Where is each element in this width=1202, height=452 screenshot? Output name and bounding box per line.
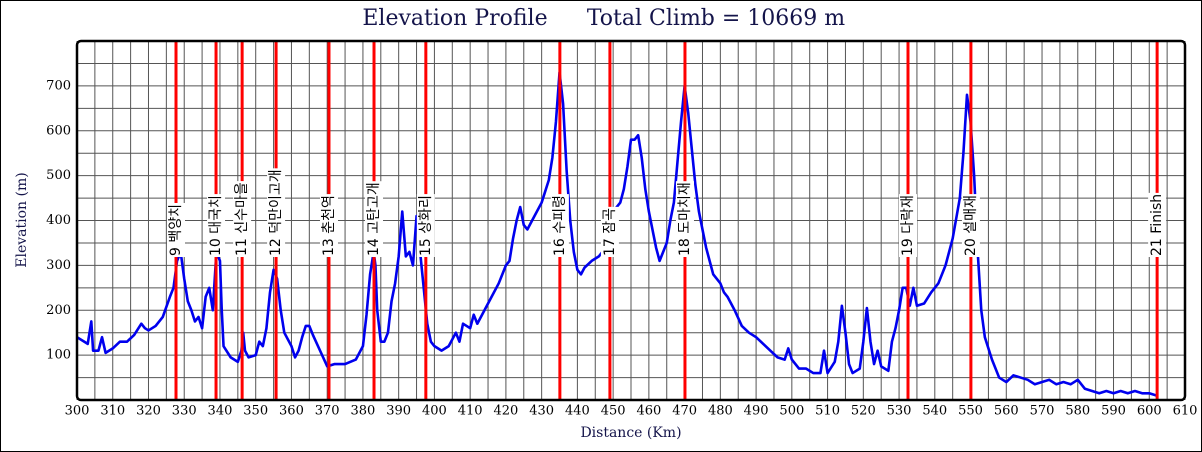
checkpoint-label-bg [167, 203, 186, 257]
chart-subtitle: Total Climb = 10669 m [587, 6, 845, 31]
x-tick-label: 520 [851, 404, 876, 419]
checkpoint-label-bg [550, 194, 569, 257]
x-tick-label: 400 [422, 404, 447, 419]
x-tick-label: 500 [779, 404, 804, 419]
checkpoint-label-bg [319, 194, 338, 257]
checkpoint-label: 10 대국치 [208, 195, 224, 256]
checkpoint-label: 11 신수마을 [234, 182, 250, 256]
y-tick-label: 300 [46, 258, 71, 273]
x-tick-label: 580 [1065, 404, 1090, 419]
x-tick-label: 470 [672, 404, 697, 419]
x-tick-label: 350 [243, 404, 268, 419]
x-tick-label: 340 [208, 404, 233, 419]
plot-border [75, 39, 1187, 402]
checkpoint-label-bg [267, 168, 286, 257]
x-tick-label: 310 [100, 404, 125, 419]
checkpoint-label-bg [233, 181, 252, 257]
checkpoint-label: 13 춘천역 [321, 195, 337, 256]
x-tick-label: 430 [529, 404, 554, 419]
y-tick-label: 500 [46, 168, 71, 183]
y-tick-label: 200 [46, 303, 71, 318]
x-tick-label: 370 [315, 404, 340, 419]
x-tick-label: 360 [279, 404, 304, 419]
plot: 9 백양치 10 대국치 11 신수마을 12 덕만이고개 13 춘천역 14 고탄고개 1… [76, 41, 1167, 400]
x-tick-label: 600 [1137, 404, 1162, 419]
checkpoint-label: 14 고탄고개 [366, 182, 382, 256]
x-tick-label: 540 [922, 404, 947, 419]
y-tick-label: 700 [46, 78, 71, 93]
x-tick-label: 560 [994, 404, 1019, 419]
checkpoint-label: 18 도마치재 [677, 182, 693, 256]
checkpoint-label: 19 다락재 [900, 195, 916, 256]
checkpoint-label-bg [961, 194, 980, 257]
x-tick-label: 510 [815, 404, 840, 419]
x-tick-label: 590 [1101, 404, 1126, 419]
x-tick-label: 610 [1173, 404, 1198, 419]
checkpoint-label-bg [899, 194, 917, 257]
checkpoint-label: 17 잠곡 [602, 208, 618, 256]
x-tick-label: 570 [1030, 404, 1055, 419]
y-tick-label: 400 [46, 213, 71, 228]
x-tick-label: 300 [65, 404, 90, 419]
checkpoint-label: 21 Finish [1149, 194, 1165, 256]
checkpoint-label: 15 상화리 [418, 195, 434, 256]
chart-title: Elevation Profile [362, 6, 547, 31]
x-tick-label: 380 [351, 404, 376, 419]
y-axis-label: Elevation (m) [14, 172, 30, 267]
checkpoint-label-bg [675, 181, 694, 257]
x-tick-label: 490 [744, 404, 769, 419]
checkpoint-label-bg [1148, 192, 1167, 257]
x-tick-label: 320 [136, 404, 161, 419]
x-tick-label: 530 [887, 404, 912, 419]
x-tick-label: 440 [565, 404, 590, 419]
checkpoint-label: 16 수피령 [552, 195, 568, 256]
x-tick-label: 450 [601, 404, 626, 419]
x-axis-label: Distance (Km) [580, 425, 681, 441]
checkpoint-label-bg [207, 194, 226, 257]
checkpoint-label-bg [416, 194, 435, 257]
x-tick-label: 390 [386, 404, 411, 419]
checkpoint-label: 20 설매재 [963, 195, 979, 256]
x-tick-label: 460 [636, 404, 661, 419]
x-tick-label: 420 [493, 404, 518, 419]
checkpoint-label: 9 백양치 [168, 204, 184, 256]
x-tick-label: 330 [172, 404, 197, 419]
x-tick-label: 550 [958, 404, 983, 419]
x-tick-label: 410 [458, 404, 483, 419]
checkpoint-label: 12 덕만이고개 [268, 169, 284, 256]
y-tick-label: 100 [46, 348, 71, 363]
x-tick-label: 480 [708, 404, 733, 419]
y-tick-label: 600 [46, 123, 71, 138]
checkpoint-label-bg [600, 206, 619, 257]
checkpoint-label-bg [365, 181, 384, 257]
